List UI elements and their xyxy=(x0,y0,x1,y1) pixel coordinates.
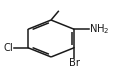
Text: NH$_2$: NH$_2$ xyxy=(88,22,109,36)
Text: Cl: Cl xyxy=(3,43,13,53)
Text: Br: Br xyxy=(68,58,79,68)
